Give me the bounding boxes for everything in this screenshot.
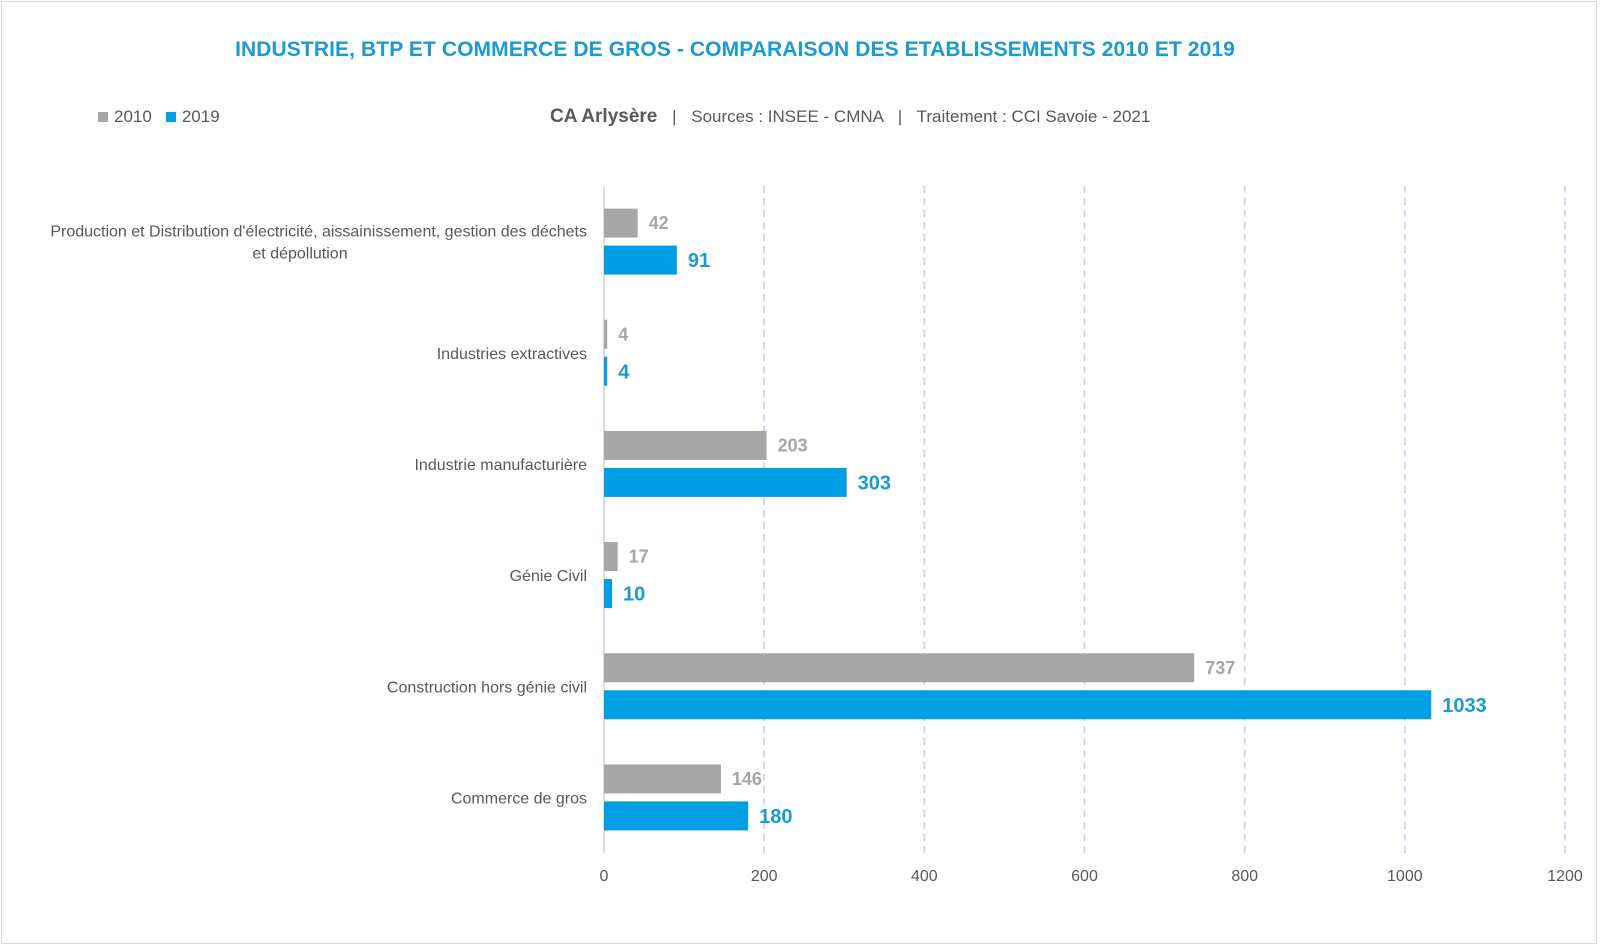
data-label-2019: 10: [623, 584, 645, 606]
data-label-2019: 180: [759, 806, 792, 828]
data-label-2010: 17: [629, 547, 649, 567]
bar-2019: [604, 801, 749, 831]
subtitle-sources: Sources : INSEE - CMNA: [691, 107, 884, 126]
bar-2010: [604, 430, 767, 460]
subtitle-separator: |: [897, 107, 903, 126]
chart-title: INDUSTRIE, BTP ET COMMERCE DE GROS - COM…: [235, 38, 1235, 61]
category-label: Commerce de gros: [451, 790, 587, 807]
legend-label-2019: 2019: [181, 107, 220, 126]
bar-2019: [604, 245, 677, 275]
bar-2010: [604, 542, 618, 572]
bar-2010: [604, 653, 1195, 683]
x-tick-label: 1200: [1547, 868, 1583, 885]
subtitle-place: CA Arlysère: [550, 106, 658, 127]
data-label-2019: 1033: [1442, 695, 1487, 717]
data-label-2010: 42: [649, 213, 669, 233]
data-label-2019: 4: [618, 361, 630, 383]
legend-swatch-2010: [98, 112, 108, 122]
bar-2019: [604, 579, 613, 609]
bar-2010: [604, 208, 638, 238]
data-label-2010: 4: [618, 324, 628, 344]
legend-swatch-2019: [165, 112, 176, 122]
subtitle-separator: |: [672, 107, 677, 126]
legend-label-2010: 2010: [114, 107, 152, 126]
data-label-2019: 91: [688, 250, 710, 272]
bar-2019: [604, 467, 847, 497]
legend-item-2010: 2010: [98, 107, 152, 127]
data-label-2010: 203: [778, 435, 808, 455]
category-label: Production et Distribution d'électricité…: [50, 224, 587, 241]
x-tick-label: 600: [1071, 868, 1098, 885]
data-label-2010: 737: [1205, 658, 1235, 678]
subtitle-treatment: Traitement : CCI Savoie - 2021: [916, 107, 1151, 126]
category-label: et dépollution: [252, 246, 347, 263]
chart-subtitle: CA Arlysère | Sources : INSEE - CMNA | T…: [550, 106, 1150, 128]
data-label-2010: 146: [732, 769, 762, 789]
category-label: Industrie manufacturière: [414, 457, 587, 474]
bar-2019: [604, 690, 1432, 720]
bar-2010: [604, 319, 608, 349]
bar-2010: [604, 764, 721, 794]
category-label: Industries extractives: [437, 346, 587, 363]
x-tick-label: 400: [911, 868, 938, 885]
x-tick-label: 0: [600, 868, 609, 885]
x-tick-label: 800: [1231, 868, 1258, 885]
legend-item-2019: 2019: [165, 107, 220, 127]
x-tick-label: 1000: [1387, 868, 1423, 885]
x-tick-label: 200: [751, 868, 778, 885]
data-label-2019: 303: [858, 472, 891, 494]
legend: 2010 2019: [98, 107, 234, 127]
category-label: Génie Civil: [510, 568, 587, 585]
bar-2019: [604, 356, 608, 386]
category-label: Construction hors génie civil: [387, 679, 587, 696]
